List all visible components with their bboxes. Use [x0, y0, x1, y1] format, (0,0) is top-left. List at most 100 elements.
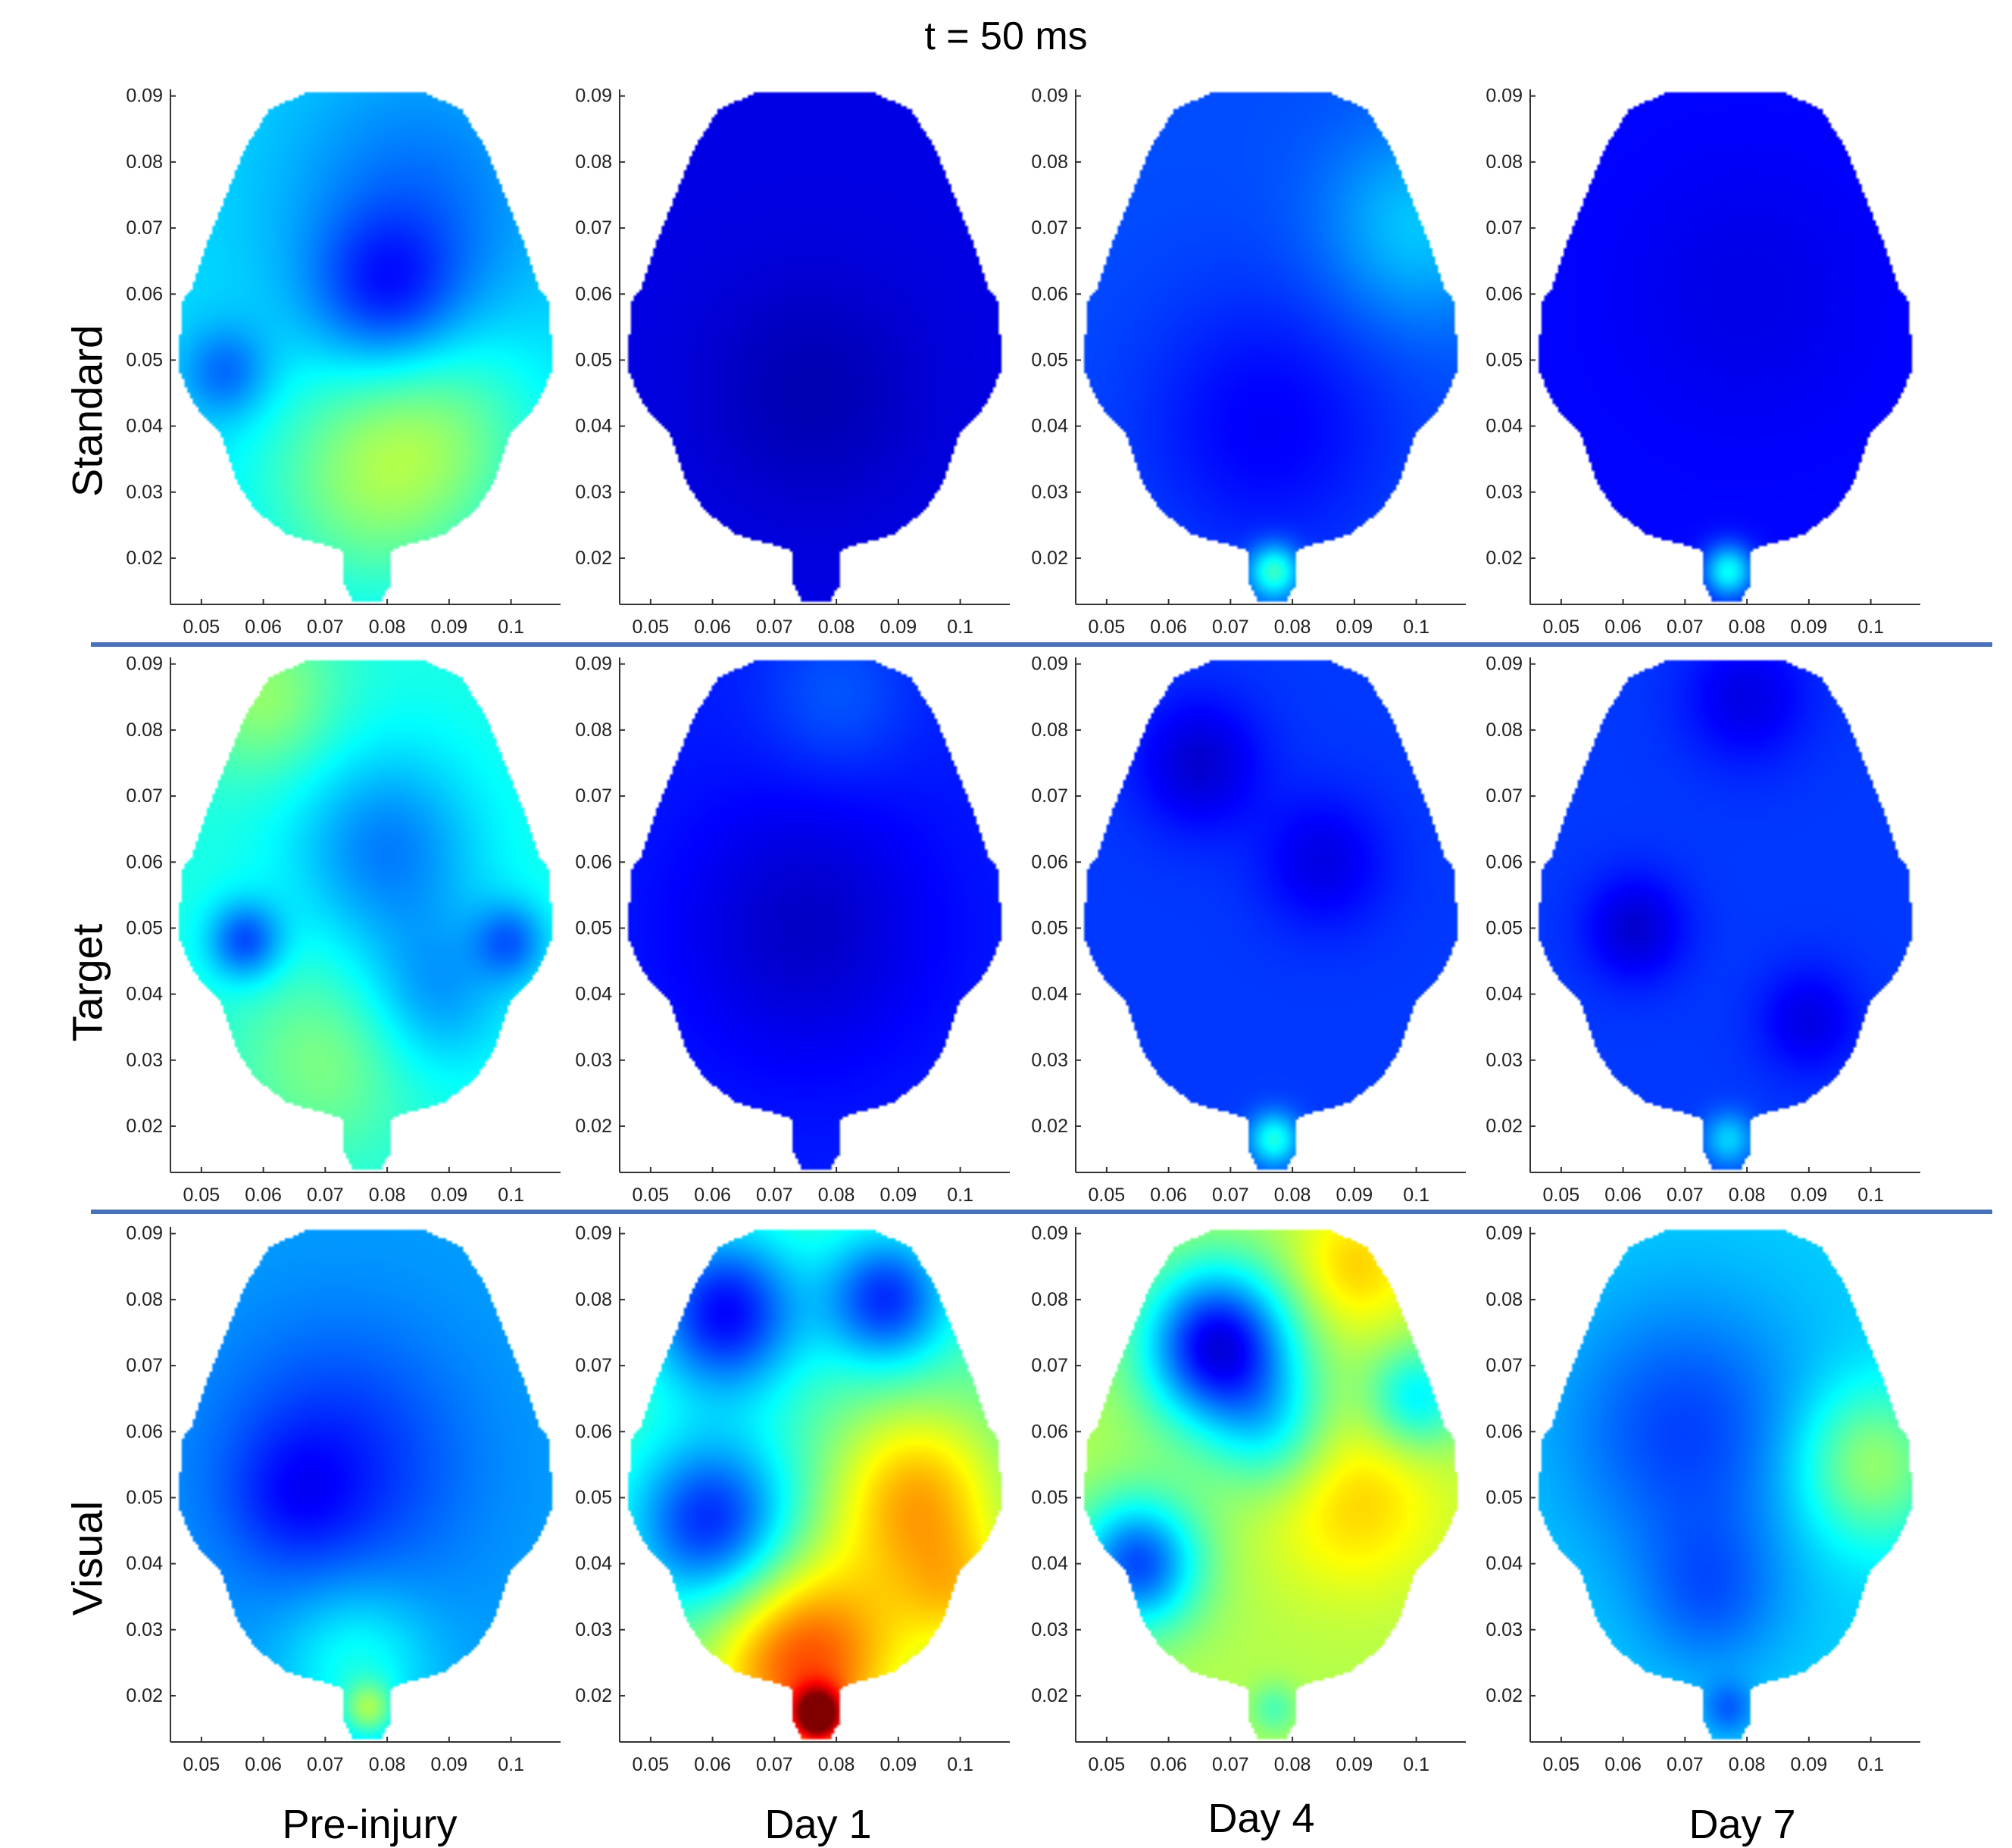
- y-tick-label: 0.07: [575, 785, 612, 807]
- x-tick-label: 0.08: [1729, 617, 1766, 638]
- x-tick-label: 0.09: [1336, 1185, 1373, 1206]
- x-tick-label: 0.09: [1791, 617, 1828, 638]
- y-tick-label: 0.03: [575, 482, 612, 503]
- y-tick-label: 0.08: [575, 1289, 612, 1310]
- x-tick-label: 0.07: [307, 617, 344, 638]
- y-tick-label: 0.05: [575, 349, 612, 370]
- y-tick-label: 0.09: [1486, 1223, 1523, 1244]
- y-tick-label: 0.02: [575, 1685, 612, 1706]
- y-tick-label: 0.02: [1031, 1685, 1068, 1706]
- y-tick-label: 0.08: [575, 151, 612, 173]
- panel-standard-day-4: 0.09 0.08 0.07 0.06 0.05 0.04 0.03 0.02 0.05 0.06…: [1031, 86, 1481, 650]
- brain-heatmap: [170, 657, 561, 1172]
- y-tick-label: 0.03: [1486, 1619, 1523, 1640]
- y-tick-label: 0.03: [1031, 1619, 1068, 1640]
- brain-heatmap: [620, 657, 1010, 1172]
- y-tick-label: 0.06: [575, 283, 612, 304]
- topography-plot: 0.09 0.08 0.07 0.06 0.05 0.04 0.03 0.02 0.05 0.06…: [126, 1223, 561, 1775]
- y-tick-label: 0.08: [126, 1289, 163, 1310]
- y-tick-label: 0.06: [126, 851, 163, 872]
- y-tick-label: 0.06: [1031, 283, 1068, 304]
- y-tick-label: 0.09: [126, 86, 163, 107]
- y-tick-label: 0.04: [126, 1553, 163, 1575]
- x-tick-label: 0.06: [245, 1754, 282, 1775]
- x-tick-label: 0.06: [694, 1754, 731, 1775]
- y-tick-label: 0.04: [1486, 984, 1523, 1005]
- x-tick-label: 0.1: [1403, 1185, 1429, 1206]
- x-tick-label: 0.06: [245, 617, 282, 638]
- x-tick-label: 0.09: [880, 1754, 917, 1775]
- brain-heatmap: [1076, 1227, 1466, 1742]
- y-tick-label: 0.05: [575, 1487, 612, 1508]
- y-tick-label: 0.02: [575, 1116, 612, 1137]
- y-tick-label: 0.04: [126, 984, 163, 1005]
- panel-standard-pre-injury: 0.09 0.08 0.07 0.06 0.05 0.04 0.03 0.02 0.05 0.06…: [126, 86, 576, 650]
- x-tick-label: 0.08: [369, 1185, 406, 1206]
- column-label-day-4: Day 4: [1208, 1796, 1315, 1841]
- x-tick-label: 0.09: [431, 617, 468, 638]
- y-tick-label: 0.04: [1486, 1553, 1523, 1575]
- y-tick-label: 0.07: [575, 1355, 612, 1376]
- y-tick-label: 0.09: [126, 1223, 163, 1244]
- x-tick-label: 0.09: [431, 1185, 468, 1206]
- y-tick-label: 0.02: [1031, 548, 1068, 569]
- y-tick-label: 0.08: [1031, 151, 1068, 173]
- brain-heatmap: [1530, 1227, 1920, 1742]
- y-tick-label: 0.07: [1486, 217, 1523, 239]
- y-tick-label: 0.08: [575, 720, 612, 741]
- x-tick-label: 0.06: [694, 1185, 731, 1206]
- x-tick-label: 0.1: [1857, 1754, 1884, 1775]
- x-tick-label: 0.06: [245, 1185, 282, 1206]
- x-tick-label: 0.05: [633, 1754, 670, 1775]
- topography-plot: 0.09 0.08 0.07 0.06 0.05 0.04 0.03 0.02 0.05 0.06…: [1486, 654, 1920, 1206]
- topography-plot: 0.09 0.08 0.07 0.06 0.05 0.04 0.03 0.02 0.05 0.06…: [1031, 1223, 1466, 1775]
- x-tick-label: 0.06: [1150, 1754, 1187, 1775]
- y-tick-label: 0.09: [1031, 654, 1068, 675]
- y-tick-label: 0.03: [126, 482, 163, 503]
- brain-heatmap: [170, 89, 561, 604]
- y-tick-label: 0.02: [1486, 548, 1523, 569]
- x-tick-label: 0.05: [1543, 1185, 1580, 1206]
- x-tick-label: 0.07: [307, 1185, 344, 1206]
- y-tick-label: 0.08: [1486, 1289, 1523, 1310]
- column-label-day-7: Day 7: [1689, 1802, 1796, 1847]
- y-tick-label: 0.02: [126, 548, 163, 569]
- x-tick-label: 0.08: [1274, 1185, 1311, 1206]
- panel-visual-day-1: 0.09 0.08 0.07 0.06 0.05 0.04 0.03 0.02 0.05 0.06…: [575, 1223, 1025, 1787]
- y-tick-label: 0.02: [1486, 1116, 1523, 1137]
- y-tick-label: 0.03: [1031, 482, 1068, 503]
- brain-heatmap: [1076, 89, 1466, 604]
- y-tick-label: 0.07: [575, 217, 612, 239]
- row-label-standard: Standard: [63, 324, 111, 498]
- x-tick-label: 0.08: [1729, 1185, 1766, 1206]
- x-tick-label: 0.05: [1089, 1754, 1126, 1775]
- brain-heatmap: [1076, 657, 1466, 1172]
- y-tick-label: 0.07: [1031, 785, 1068, 807]
- topography-plot: 0.09 0.08 0.07 0.06 0.05 0.04 0.03 0.02 0.05 0.06…: [1031, 86, 1466, 638]
- x-tick-label: 0.07: [1212, 1185, 1249, 1206]
- y-tick-label: 0.06: [1031, 1421, 1068, 1442]
- y-tick-label: 0.03: [1486, 482, 1523, 503]
- y-tick-label: 0.05: [1486, 917, 1523, 938]
- x-tick-label: 0.05: [633, 1185, 670, 1206]
- x-tick-label: 0.09: [1336, 1754, 1373, 1775]
- y-tick-label: 0.04: [575, 416, 612, 437]
- topography-plot: 0.09 0.08 0.07 0.06 0.05 0.04 0.03 0.02 0.05 0.06…: [575, 1223, 1010, 1775]
- y-tick-label: 0.02: [575, 548, 612, 569]
- x-tick-label: 0.07: [307, 1754, 344, 1775]
- x-tick-label: 0.08: [1729, 1754, 1766, 1775]
- y-tick-label: 0.09: [126, 654, 163, 675]
- x-tick-label: 0.07: [1667, 1185, 1704, 1206]
- y-tick-label: 0.04: [1031, 984, 1068, 1005]
- y-tick-label: 0.06: [575, 851, 612, 872]
- topography-plot: 0.09 0.08 0.07 0.06 0.05 0.04 0.03 0.02 0.05 0.06…: [575, 654, 1010, 1206]
- x-tick-label: 0.1: [498, 1754, 524, 1775]
- y-tick-label: 0.04: [575, 984, 612, 1005]
- x-tick-label: 0.09: [431, 1754, 468, 1775]
- panel-target-day-7: 0.09 0.08 0.07 0.06 0.05 0.04 0.03 0.02 0.05 0.06…: [1486, 654, 1935, 1218]
- x-tick-label: 0.08: [1274, 617, 1311, 638]
- panel-visual-day-4: 0.09 0.08 0.07 0.06 0.05 0.04 0.03 0.02 0.05 0.06…: [1031, 1223, 1481, 1787]
- panel-target-pre-injury: 0.09 0.08 0.07 0.06 0.05 0.04 0.03 0.02 0.05 0.06…: [126, 654, 576, 1218]
- y-tick-label: 0.08: [126, 720, 163, 741]
